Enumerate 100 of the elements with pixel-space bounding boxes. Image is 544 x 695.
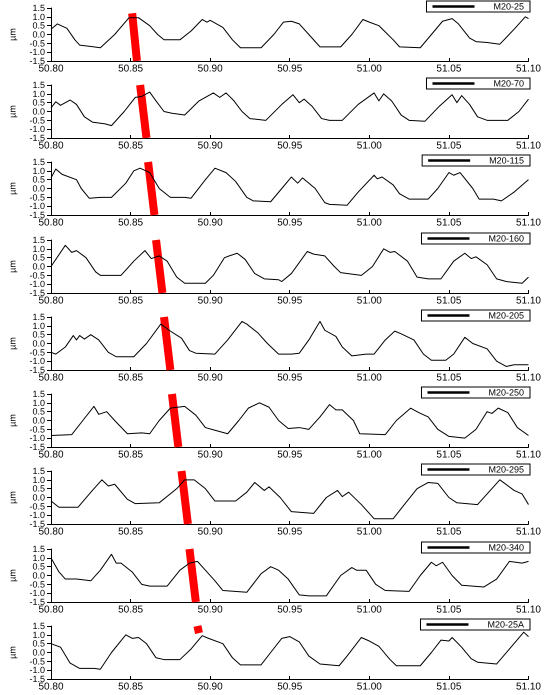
x-tick-label: 50.80	[38, 372, 64, 384]
x-tick-label: 51.00	[356, 450, 382, 461]
x-tick-label: 51.10	[516, 218, 542, 229]
y-tick-label: -0.5	[29, 38, 45, 48]
x-tick-label: 50.80	[38, 64, 64, 74]
y-tick-label: -0.5	[29, 192, 45, 203]
x-tick-label: 50.85	[118, 140, 144, 152]
x-tick-label: 51.10	[516, 372, 542, 384]
y-axis-title: µm	[8, 568, 18, 582]
x-tick-label: 50.80	[38, 681, 64, 692]
x-tick-label: 50.95	[277, 140, 303, 152]
y-tick-label: -1.0	[29, 47, 45, 58]
y-axis-title: µm	[8, 491, 18, 504]
x-tick-label: 51.00	[356, 218, 382, 229]
x-tick-label: 51.05	[436, 526, 462, 538]
y-tick-label: 0.5	[32, 330, 45, 340]
y-tick-label: -1.5	[29, 56, 45, 66]
x-tick-label: 51.05	[436, 681, 462, 692]
y-tick-label: 0.0	[32, 492, 45, 503]
y-tick-label: 0.5	[32, 175, 45, 186]
x-tick-label: 50.85	[118, 681, 144, 692]
y-tick-label: 1.5	[32, 466, 45, 476]
legend-label: M20-295	[488, 464, 524, 475]
y-tick-label: -1.0	[29, 510, 45, 520]
y-tick-label: -1.0	[29, 588, 45, 598]
x-tick-label: 50.85	[118, 372, 144, 384]
y-tick-label: -1.0	[29, 433, 45, 444]
y-tick-label: -0.5	[29, 424, 45, 434]
x-tick-label: 51.10	[516, 64, 542, 74]
x-tick-label: 50.85	[118, 604, 144, 616]
x-tick-label: 50.90	[198, 681, 224, 692]
x-tick-label: 50.90	[198, 526, 224, 538]
y-tick-label: 0.0	[32, 647, 45, 658]
x-tick-label: 50.85	[118, 295, 144, 306]
legend-label: M20-250	[488, 388, 524, 398]
y-tick-label: 1.0	[32, 89, 45, 100]
y-axis-title: µm	[8, 646, 18, 659]
x-tick-label: 50.95	[277, 450, 303, 461]
x-tick-label: 50.80	[38, 604, 64, 616]
x-tick-label: 50.80	[38, 526, 64, 538]
x-tick-label: 50.80	[38, 295, 64, 306]
y-tick-label: 0.5	[32, 98, 45, 108]
x-tick-label: 50.80	[38, 218, 64, 229]
y-tick-label: -1.0	[29, 664, 45, 675]
y-axis-title: µm	[8, 182, 18, 196]
y-tick-label: -0.5	[29, 502, 45, 512]
x-tick-label: 51.05	[436, 604, 462, 616]
x-tick-label: 50.95	[277, 604, 303, 616]
x-tick-label: 50.85	[118, 526, 144, 538]
x-tick-label: 50.95	[277, 64, 303, 74]
y-tick-label: -1.0	[29, 202, 45, 212]
y-tick-label: 1.0	[32, 243, 45, 254]
x-tick-label: 51.00	[356, 526, 382, 538]
x-tick-label: 51.05	[436, 64, 462, 74]
legend-label: M20-205	[488, 310, 524, 320]
y-tick-label: 1.0	[32, 552, 45, 562]
y-tick-label: -1.5	[29, 288, 45, 298]
x-tick-label: 50.90	[198, 295, 224, 306]
x-tick-label: 51.05	[436, 450, 462, 461]
y-tick-label: -0.5	[29, 656, 45, 666]
x-tick-label: 50.90	[198, 450, 224, 461]
x-tick-label: 51.10	[516, 140, 542, 152]
y-tick-label: 0.0	[32, 570, 45, 580]
y-tick-label: 1.5	[32, 389, 45, 400]
x-tick-label: 50.80	[38, 450, 64, 461]
y-tick-label: 0.5	[32, 484, 45, 494]
y-tick-label: 0.5	[32, 561, 45, 572]
x-tick-label: 50.80	[38, 140, 64, 152]
y-tick-label: 0.5	[32, 20, 45, 31]
x-tick-label: 51.05	[436, 372, 462, 384]
y-tick-label: 1.5	[32, 544, 45, 554]
y-tick-label: 1.5	[32, 312, 45, 322]
y-tick-label: 1.5	[32, 3, 45, 13]
x-tick-label: 50.95	[277, 218, 303, 229]
x-tick-label: 51.10	[516, 526, 542, 538]
y-tick-label: 0.5	[32, 638, 45, 648]
y-tick-label: 1.0	[32, 630, 45, 640]
x-tick-label: 51.10	[516, 604, 542, 616]
y-tick-label: -1.5	[29, 596, 45, 607]
legend-label: M20-115	[489, 156, 524, 166]
x-tick-label: 50.90	[198, 604, 224, 616]
y-tick-label: 1.5	[32, 157, 45, 168]
y-tick-label: 1.0	[32, 12, 45, 22]
y-tick-label: -0.5	[29, 270, 45, 280]
x-tick-label: 51.10	[516, 681, 542, 692]
x-tick-label: 51.10	[516, 450, 542, 461]
x-tick-label: 50.90	[198, 218, 224, 229]
y-tick-label: 1.5	[32, 620, 45, 631]
x-tick-label: 50.85	[118, 450, 144, 461]
y-tick-label: -0.5	[29, 578, 45, 589]
x-tick-label: 51.00	[356, 295, 382, 306]
y-tick-label: -1.5	[29, 364, 45, 375]
x-tick-label: 51.10	[516, 295, 542, 306]
x-tick-label: 51.00	[356, 140, 382, 152]
y-tick-label: 0.0	[32, 184, 45, 194]
y-tick-label: 1.0	[32, 166, 45, 176]
y-tick-label: 0.0	[32, 416, 45, 426]
y-axis-title: µm	[8, 105, 18, 118]
y-tick-label: -1.0	[29, 124, 45, 134]
y-tick-label: -1.0	[29, 278, 45, 289]
